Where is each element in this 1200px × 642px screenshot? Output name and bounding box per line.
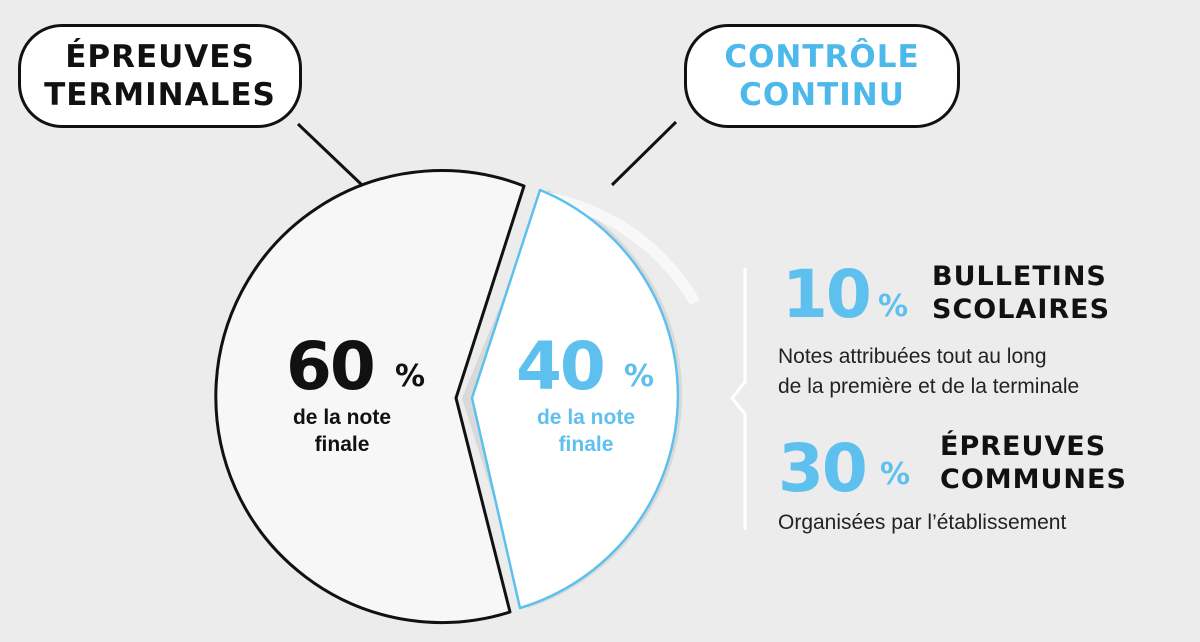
caption-terminales: de la note finale (292, 406, 392, 456)
unit-continu: % (624, 359, 655, 394)
slice-terminales (214, 169, 526, 624)
caption-continu: de la note finale (536, 406, 636, 456)
connector-line-continu (610, 120, 678, 187)
value-bulletins: 10 (782, 256, 872, 333)
unit-terminales: % (395, 359, 426, 394)
label-controle-continu: CONTRÔLE CONTINU (684, 24, 960, 128)
desc-bulletins-scolaires: Notes attribuées tout au long de la prem… (778, 345, 1080, 398)
slice-continu (470, 188, 680, 610)
breakdown-bracket (730, 268, 747, 530)
value-epreuves-communes: 30 (778, 430, 868, 507)
unit-epreuves-communes: % (880, 457, 911, 492)
desc-epreuves-communes: Organisées par l’établissement (778, 511, 1067, 534)
value-continu: 40 (516, 328, 606, 405)
connector-line-terminales (296, 122, 364, 187)
title-epreuves-communes: ÉPREUVES COMMUNES (940, 431, 1127, 495)
value-terminales: 60 (286, 328, 376, 405)
label-epreuves-terminales: ÉPREUVES TERMINALES (18, 24, 302, 128)
unit-bulletins: % (878, 289, 909, 324)
title-bulletins-scolaires: BULLETINS SCOLAIRES (932, 261, 1111, 325)
